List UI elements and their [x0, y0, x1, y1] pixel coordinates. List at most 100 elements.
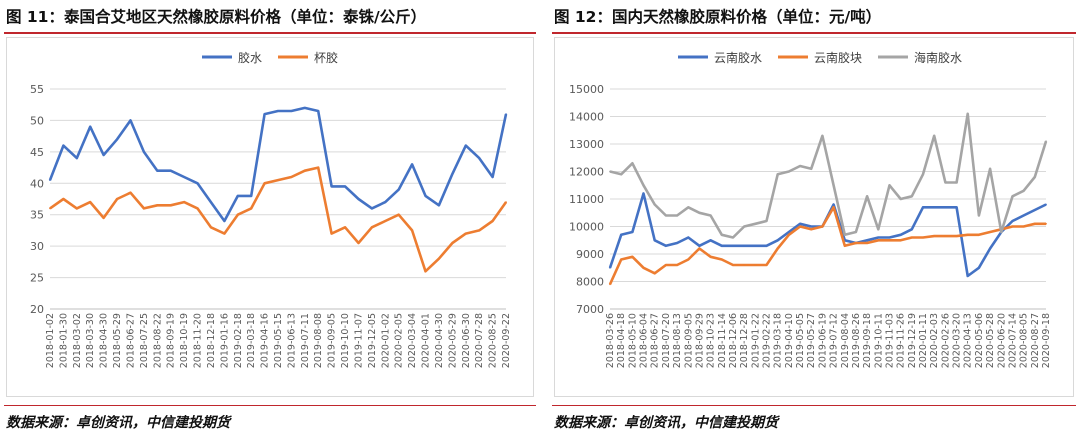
data-point [1022, 225, 1025, 228]
legend-label: 云南胶块 [814, 50, 862, 65]
data-point [922, 236, 924, 239]
y-tick-label: 55 [30, 83, 44, 96]
data-point [1045, 140, 1047, 143]
x-tick-label: 2019-03-18 [773, 313, 784, 368]
data-point [1011, 225, 1014, 228]
data-point [765, 220, 768, 222]
y-tick-label: 30 [30, 240, 44, 253]
x-tick-label: 2018-08-22 [152, 313, 163, 368]
left-figure-panel: 图 11：泰国合艾地区天然橡胶原料价格（单位：泰铢/公斤） 20 25 30 35 40… [4, 8, 536, 431]
data-point [620, 233, 623, 236]
data-point [505, 113, 507, 115]
y-tick-label: 20 [30, 303, 44, 316]
data-point [183, 176, 186, 178]
chart-frame [554, 37, 1074, 397]
data-point [143, 151, 145, 153]
data-point [438, 257, 440, 260]
x-tick-label: 2018-06-27 [650, 313, 661, 368]
data-point [102, 154, 105, 156]
x-tick-label: 2018-09-05 [683, 313, 694, 368]
data-point [698, 211, 701, 214]
data-point [709, 255, 712, 258]
x-tick-label: 2019-04-16 [260, 313, 271, 368]
data-point [183, 201, 186, 204]
data-point [344, 226, 346, 229]
data-point [788, 170, 790, 173]
data-point [955, 181, 958, 184]
data-point [116, 198, 118, 200]
x-tick-label: 2019-02-18 [233, 313, 244, 368]
data-point [910, 228, 913, 231]
x-tick-label: 2018-06-04 [639, 313, 650, 368]
x-tick-label: 2018-05-29 [112, 313, 123, 368]
x-tick-label: 2019-05-27 [806, 313, 817, 368]
data-point [676, 242, 678, 244]
series-line-3 [609, 112, 1048, 239]
data-point [698, 244, 701, 247]
data-point [821, 134, 824, 137]
data-point [765, 264, 768, 266]
legend-label: 云南胶水 [714, 50, 762, 65]
x-tick-label: 2019-04-10 [784, 313, 795, 368]
x-tick-label: 2019-08-26 [851, 313, 862, 368]
data-point [910, 195, 913, 198]
data-point [464, 232, 467, 235]
x-tick-label: 2020-05-29 [447, 313, 458, 368]
data-point [250, 195, 253, 197]
data-point [788, 231, 790, 233]
data-point [799, 165, 801, 167]
x-tick-label: 2019-09-18 [862, 313, 873, 368]
data-point [263, 182, 266, 185]
data-point [933, 134, 936, 137]
data-point [899, 233, 902, 236]
data-point [832, 203, 835, 206]
data-point [631, 162, 634, 165]
data-point [877, 228, 880, 231]
data-point [411, 163, 413, 166]
x-tick-label: 2018-10-19 [179, 313, 190, 368]
data-point [855, 242, 857, 244]
data-point [277, 110, 279, 112]
x-tick-label: 2018-12-06 [728, 313, 739, 368]
x-tick-label: 2019-05-15 [273, 313, 284, 368]
x-tick-label: 2018-01-30 [58, 313, 69, 368]
x-tick-label: 2018-04-30 [99, 313, 110, 368]
x-tick-label: 2020-01-11 [918, 313, 929, 368]
x-tick-label: 2018-11-14 [717, 313, 728, 368]
x-tick-label: 2019-10-11 [873, 313, 884, 368]
data-point [464, 144, 467, 147]
y-tick-label: 10000 [569, 221, 604, 234]
x-tick-label: 2019-02-22 [762, 313, 773, 368]
data-point [384, 220, 387, 222]
data-point [371, 207, 373, 210]
chart-frame [6, 37, 534, 397]
data-point [933, 206, 936, 209]
data-point [955, 235, 958, 238]
data-point [478, 229, 481, 232]
data-point [62, 144, 65, 147]
data-point [1000, 231, 1003, 233]
data-point [698, 247, 701, 250]
data-point [866, 195, 868, 198]
x-tick-label: 2019-07-12 [829, 313, 840, 368]
data-point [944, 206, 947, 209]
data-point [411, 229, 413, 232]
source-divider [4, 405, 536, 406]
data-point [62, 198, 65, 200]
x-tick-label: 2020-04-13 [963, 313, 974, 368]
y-tick-label: 45 [30, 146, 44, 159]
data-point [75, 207, 78, 210]
data-point [799, 225, 801, 228]
data-point [223, 220, 226, 222]
data-point [129, 191, 132, 194]
data-point [223, 232, 226, 235]
data-point [344, 185, 346, 188]
data-point [491, 176, 494, 178]
data-point [169, 169, 172, 172]
x-tick-label: 2020-05-28 [985, 313, 996, 368]
right-figure-panel: 图 12：国内天然橡胶原料价格（单位：元/吨） 7000 8000 9000 1000… [548, 0, 1080, 438]
x-tick-label: 2018-01-02 [45, 313, 56, 368]
data-point [397, 188, 400, 191]
x-tick-label: 2018-11-20 [193, 313, 204, 368]
